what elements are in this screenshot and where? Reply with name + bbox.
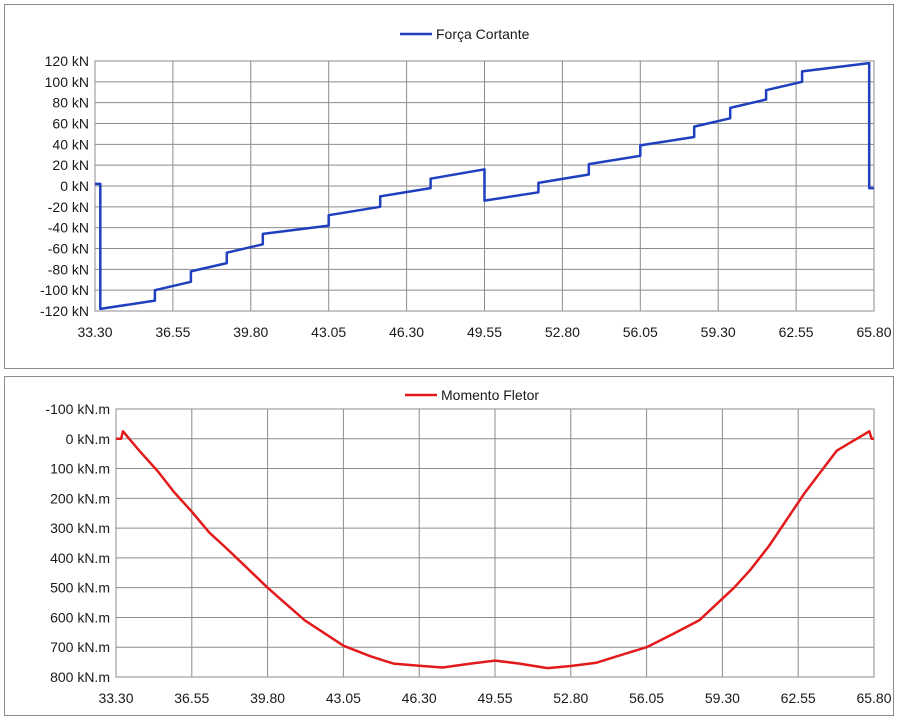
shear-x-tick-label: 43.05 (311, 324, 346, 340)
moment-legend-label: Momento Fletor (441, 387, 539, 403)
shear-y-tick-label: 0 kN (60, 178, 89, 194)
shear-y-tick-label: 60 kN (52, 116, 89, 132)
shear-y-tick-label: -60 kN (48, 241, 89, 257)
shear-x-tick-label: 59.30 (701, 324, 736, 340)
moment-y-tick-label: 200 kN.m (50, 490, 110, 506)
moment-plot-area (115, 408, 875, 678)
moment-y-tick-label: 800 kN.m (50, 669, 110, 685)
shear-y-tick-label: 80 kN (52, 95, 89, 111)
moment-y-tick-label: 0 kN.m (66, 431, 110, 447)
shear-y-tick-label: -20 kN (48, 199, 89, 215)
moment-x-tick-label: 62.55 (781, 690, 816, 706)
moment-y-tick-label: 500 kN.m (50, 580, 110, 596)
shear-y-tick-label: -100 kN (40, 282, 89, 298)
moment-x-tick-label: 52.80 (553, 690, 588, 706)
shear-force-chart-panel: 33.30 36.55 39.80 43.05 46.30 49.55 52.80 56.05… (4, 4, 894, 369)
moment-x-tick-label: 65.80 (856, 690, 891, 706)
shear-y-tick-label: 100 kN (45, 74, 89, 90)
shear-x-tick-label: 36.55 (155, 324, 190, 340)
shear-series-line (95, 61, 874, 311)
moment-x-tick-label: 36.55 (174, 690, 209, 706)
shear-x-tick-label: 56.05 (623, 324, 658, 340)
moment-y-tick-label: 100 kN.m (50, 461, 110, 477)
moment-series-line (116, 430, 874, 670)
bending-moment-chart: 33.30 36.55 39.80 43.05 46.30 49.55 52.80 56.05… (45, 387, 891, 706)
shear-legend-label: Força Cortante (436, 26, 530, 42)
shear-y-tick-label: 120 kN (45, 53, 89, 69)
shear-x-tick-label: 52.80 (545, 324, 580, 340)
shear-x-tick-label: 65.80 (856, 324, 891, 340)
shear-y-tick-label: -120 kN (40, 303, 89, 319)
shear-x-tick-label: 39.80 (233, 324, 268, 340)
moment-x-tick-label: 39.80 (250, 690, 285, 706)
moment-x-tick-label: 43.05 (326, 690, 361, 706)
moment-y-tick-label: -100 kN.m (45, 401, 110, 417)
moment-y-tick-label: 300 kN.m (50, 520, 110, 536)
moment-y-tick-label: 600 kN.m (50, 609, 110, 625)
moment-x-tick-label: 46.30 (402, 690, 437, 706)
moment-y-tick-label: 400 kN.m (50, 550, 110, 566)
shear-x-tick-label: 46.30 (389, 324, 424, 340)
shear-x-tick-label: 62.55 (779, 324, 814, 340)
moment-x-tick-label: 59.30 (705, 690, 740, 706)
bending-moment-chart-panel: 33.30 36.55 39.80 43.05 46.30 49.55 52.80 56.05… (4, 376, 894, 716)
shear-y-tick-label: 20 kN (52, 157, 89, 173)
shear-y-tick-label: -40 kN (48, 220, 89, 236)
moment-x-tick-label: 56.05 (629, 690, 664, 706)
shear-x-tick-label: 33.30 (77, 324, 112, 340)
shear-force-chart: 33.30 36.55 39.80 43.05 46.30 49.55 52.80 56.05… (40, 26, 892, 340)
shear-y-tick-label: 40 kN (52, 136, 89, 152)
shear-y-tick-label: -80 kN (48, 261, 89, 277)
shear-plot-area (94, 60, 875, 312)
shear-x-tick-label: 49.55 (467, 324, 502, 340)
moment-x-tick-label: 33.30 (98, 690, 133, 706)
moment-y-tick-label: 700 kN.m (50, 639, 110, 655)
moment-x-tick-label: 49.55 (477, 690, 512, 706)
